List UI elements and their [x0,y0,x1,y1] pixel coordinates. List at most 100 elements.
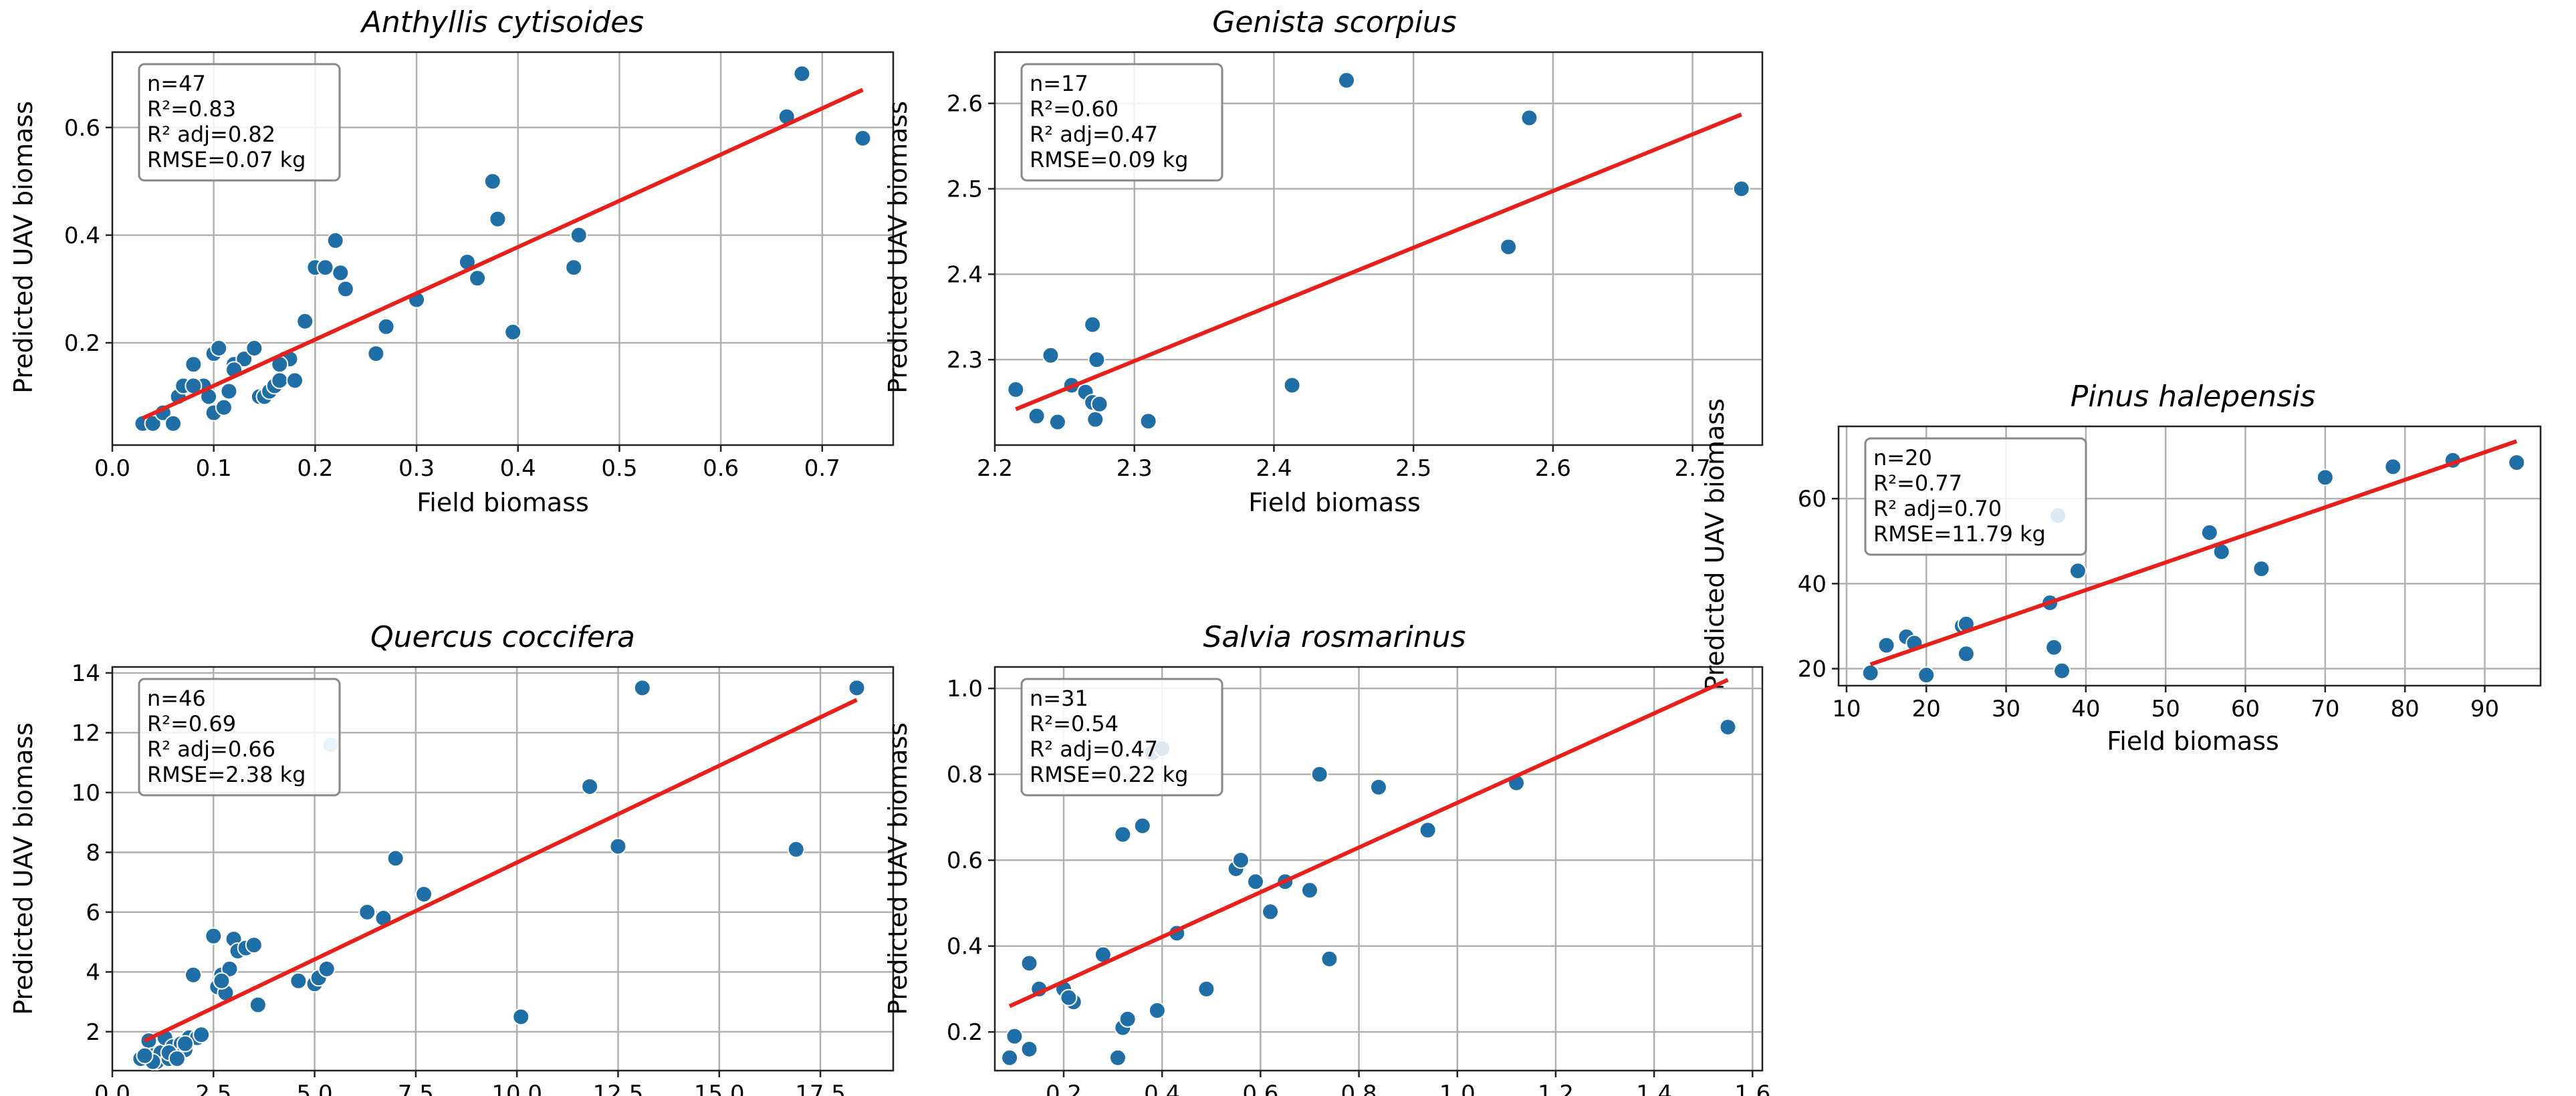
data-point [358,903,376,921]
data-point [2384,458,2402,476]
data-point [1001,1049,1019,1067]
x-tick-label: 12.5 [593,1081,644,1096]
x-axis-label: Field biomass [1248,488,1421,517]
x-tick-label: 0.3 [398,455,435,482]
x-tick-label: 0.1 [196,455,232,482]
data-point [1232,851,1250,869]
data-point [2045,638,2063,656]
data-point [1732,180,1750,198]
x-tick-label: 0.0 [94,455,130,482]
stats-box [1020,678,1223,797]
data-point [1300,881,1318,900]
x-tick-label: 2.2 [977,455,1013,482]
stats-line: R²=0.77 [1873,470,1962,496]
data-point [1337,72,1355,90]
stats-line: RMSE=2.38 kg [147,762,306,787]
regression-line [1869,439,2518,667]
data-point [1148,1002,1166,1020]
x-tick-label: 30 [1992,696,2020,722]
plot-frame [993,666,1764,1072]
data-point [245,339,263,358]
plot-frame [1837,425,2542,687]
stats-line: R² adj=0.66 [147,736,275,762]
data-point [512,1008,530,1026]
y-tick-label: 20 [1798,656,1827,683]
x-tick-label: 17.5 [795,1081,846,1096]
stats-line: n=20 [1873,445,1932,470]
y-axis-label: Predicted UAV biomass [883,722,913,1015]
data-point [1247,873,1265,891]
data-point [1114,825,1132,843]
data-point [854,129,872,147]
data-point [193,1026,211,1044]
x-axis-label: Field biomass [417,488,589,517]
data-point [565,259,583,277]
data-point [1262,903,1280,921]
stats-box [1020,63,1223,182]
regression-line [1008,678,1729,1008]
data-point [245,936,263,954]
data-point [1020,954,1038,972]
data-point [367,345,385,363]
data-point [235,350,253,368]
plot-frame [111,51,895,446]
stats-line: RMSE=0.07 kg [147,147,306,172]
data-point [1086,410,1104,428]
y-tick-label: 0.6 [947,847,983,874]
stats-line: n=47 [147,71,206,96]
data-point [1108,1049,1127,1067]
x-tick-label: 1.0 [1439,1081,1476,1096]
panel-quercus-coccifera: Quercus coccifera Predicted UAV biomass … [9,620,895,1096]
data-point [2316,468,2334,487]
plot-frame [993,51,1764,446]
y-tick-label: 8 [86,839,100,866]
panel-title: Genista scorpius [1212,5,1457,39]
y-axis-label: Predicted UAV biomass [9,101,38,394]
data-point [504,323,522,341]
x-tick-label: 0.5 [601,455,637,482]
data-point [185,966,203,984]
y-tick-label: 0.4 [64,223,100,249]
data-point [793,65,811,83]
y-tick-label: 0.6 [64,115,100,142]
panel-pinus-halepensis: Pinus halepensis Field biomass Predicted… [1700,380,2542,756]
stats-line: R²=0.60 [1030,96,1119,122]
stats-line: R² adj=0.82 [147,122,275,147]
data-point [1283,376,1301,394]
y-tick-label: 14 [72,660,100,687]
x-tick-label: 0.0 [94,1081,130,1096]
data-point [318,960,336,978]
data-point [1197,980,1215,998]
x-tick-label: 1.4 [1636,1081,1672,1096]
data-point [249,996,267,1014]
data-point [1719,718,1737,736]
data-point [1419,821,1437,839]
data-point [1006,1027,1024,1045]
data-point [1090,395,1108,413]
stats-box [1864,437,2087,556]
stats-line: RMSE=0.22 kg [1030,762,1188,787]
y-tick-label: 2.4 [947,261,983,288]
data-point [168,1050,186,1068]
y-axis-label: Predicted UAV biomass [883,101,913,394]
y-axis-label: Predicted UAV biomass [9,722,38,1015]
data-point [1370,778,1387,796]
data-point [2053,662,2071,680]
data-point [215,398,233,416]
data-point [2200,524,2218,542]
x-tick-label: 2.5 [195,1081,231,1096]
x-tick-label: 5.0 [297,1081,333,1096]
x-tick-label: 40 [2071,696,2100,722]
x-tick-label: 2.5 [1395,455,1431,482]
data-point [609,837,627,855]
data-point [286,372,304,390]
data-point [1320,950,1338,968]
stats-line: n=17 [1030,71,1088,96]
stats-line: R²=0.54 [1030,711,1119,736]
x-tick-label: 50 [2151,696,2180,722]
x-tick-label: 1.2 [1538,1081,1574,1096]
data-point [1861,664,1879,682]
regression-line [142,88,864,420]
y-tick-label: 4 [86,959,100,986]
